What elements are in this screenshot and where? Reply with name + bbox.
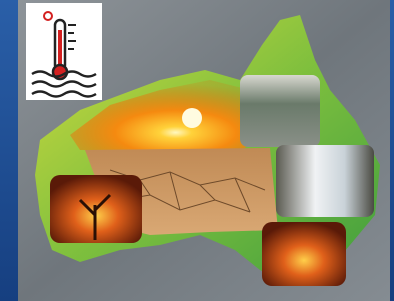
bushfire-photo-right: [262, 222, 346, 286]
waterfall-photo: [276, 145, 374, 217]
flood-photo: [240, 75, 320, 147]
page: [0, 0, 394, 301]
collage: [0, 0, 394, 301]
sun: [182, 108, 202, 128]
